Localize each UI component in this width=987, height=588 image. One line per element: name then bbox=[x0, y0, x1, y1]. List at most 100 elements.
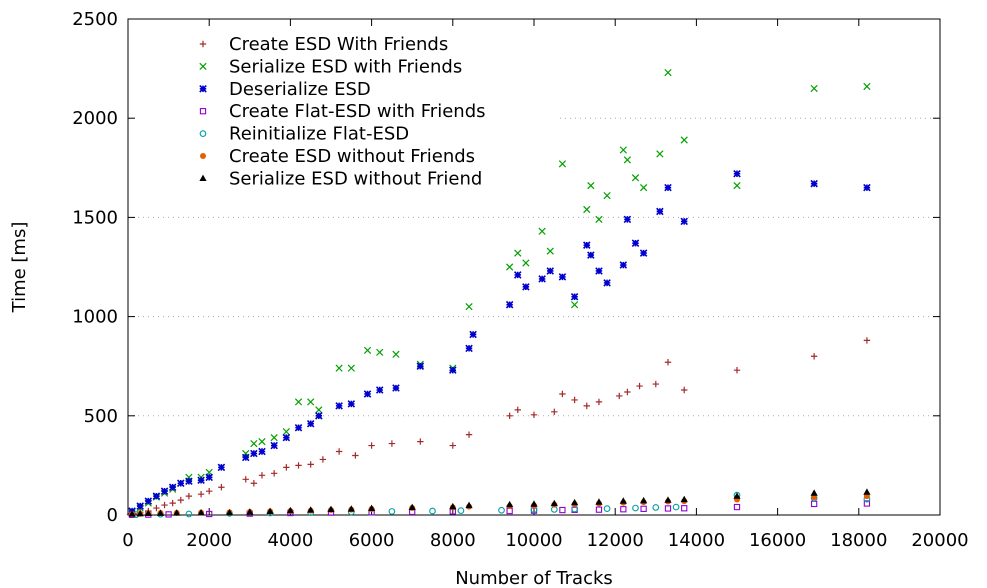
data-point bbox=[160, 487, 169, 495]
data-point bbox=[465, 501, 473, 509]
data-point bbox=[335, 402, 343, 410]
data-point bbox=[307, 506, 315, 513]
x-tick-label: 20000 bbox=[911, 530, 968, 551]
data-point bbox=[258, 472, 266, 479]
data-point bbox=[587, 251, 595, 259]
x-tick-label: 12000 bbox=[587, 530, 644, 551]
legend-item: Serialize ESD with Friends bbox=[199, 56, 462, 77]
data-point bbox=[733, 182, 741, 190]
data-point bbox=[603, 505, 611, 513]
data-point bbox=[197, 490, 205, 498]
data-point bbox=[505, 300, 514, 309]
data-point bbox=[639, 184, 648, 192]
data-point bbox=[583, 402, 590, 410]
data-point bbox=[153, 504, 160, 512]
data-point bbox=[242, 476, 249, 483]
legend-item: Create ESD without Friends bbox=[200, 146, 475, 167]
data-point bbox=[863, 500, 871, 507]
data-point bbox=[680, 136, 688, 144]
x-tick-label: 8000 bbox=[430, 530, 476, 551]
data-point bbox=[306, 419, 315, 428]
data-point bbox=[595, 506, 603, 513]
data-point bbox=[307, 461, 314, 468]
data-point bbox=[307, 398, 315, 406]
data-point bbox=[733, 503, 741, 511]
data-point bbox=[205, 473, 213, 482]
x-tick-label: 6000 bbox=[349, 530, 395, 551]
data-point bbox=[295, 462, 302, 469]
legend-item: Reinitialize Flat-ESD bbox=[199, 124, 409, 145]
data-point bbox=[335, 448, 343, 455]
data-point bbox=[640, 496, 648, 504]
data-point bbox=[270, 433, 278, 442]
data-point bbox=[282, 428, 290, 436]
legend-marker bbox=[199, 130, 207, 137]
data-point bbox=[571, 498, 579, 506]
data-point bbox=[570, 292, 579, 301]
data-point bbox=[347, 400, 356, 408]
series-7 bbox=[128, 488, 871, 517]
data-point bbox=[863, 82, 871, 91]
data-point bbox=[538, 227, 546, 235]
data-point bbox=[206, 510, 213, 518]
data-point bbox=[620, 506, 627, 513]
data-point bbox=[546, 267, 555, 275]
data-point bbox=[258, 447, 266, 456]
data-point bbox=[506, 507, 513, 515]
data-point bbox=[558, 160, 567, 168]
data-point bbox=[664, 183, 672, 192]
legend-label: Serialize ESD without Friend bbox=[229, 168, 482, 189]
x-tick-label: 18000 bbox=[830, 530, 887, 551]
data-point bbox=[375, 386, 384, 394]
data-point bbox=[636, 382, 643, 390]
data-point bbox=[863, 488, 871, 495]
data-point bbox=[810, 500, 818, 508]
data-points bbox=[126, 68, 871, 518]
data-point bbox=[506, 500, 514, 508]
data-point bbox=[185, 510, 193, 518]
x-tick-label: 4000 bbox=[267, 530, 313, 551]
legend-item: Deserialize ESD bbox=[199, 79, 371, 100]
y-tick-label: 1000 bbox=[72, 307, 118, 328]
data-point bbox=[315, 406, 323, 414]
data-point bbox=[571, 396, 578, 404]
legend-label: Create Flat-ESD with Friends bbox=[229, 101, 486, 122]
data-point bbox=[619, 146, 627, 154]
data-point bbox=[522, 283, 530, 291]
data-point bbox=[266, 507, 274, 515]
data-point bbox=[652, 380, 659, 388]
data-point bbox=[733, 366, 741, 374]
data-point bbox=[177, 479, 185, 488]
legend-marker bbox=[199, 85, 207, 93]
data-point bbox=[631, 239, 640, 247]
data-point bbox=[498, 506, 505, 514]
data-point bbox=[136, 510, 144, 517]
data-point bbox=[863, 337, 871, 344]
data-point bbox=[863, 183, 871, 192]
data-point bbox=[282, 433, 291, 442]
data-point bbox=[465, 431, 473, 438]
legend-item: Create Flat-ESD with Friends bbox=[199, 101, 486, 122]
data-point bbox=[416, 362, 425, 370]
data-point bbox=[286, 506, 294, 514]
data-point bbox=[368, 504, 376, 512]
data-point bbox=[347, 505, 355, 512]
data-point bbox=[128, 510, 136, 517]
legend-marker bbox=[200, 153, 206, 159]
y-tick-label: 2500 bbox=[72, 9, 118, 30]
data-point bbox=[681, 505, 688, 512]
data-point bbox=[335, 364, 343, 372]
legend-label: Create ESD With Friends bbox=[229, 34, 448, 55]
data-point bbox=[136, 502, 144, 510]
data-point bbox=[294, 423, 303, 432]
data-point bbox=[603, 191, 611, 200]
data-point bbox=[218, 484, 225, 491]
data-point bbox=[639, 249, 648, 257]
series-6 bbox=[129, 493, 870, 518]
series-5 bbox=[132, 491, 871, 518]
data-point bbox=[664, 68, 672, 77]
data-point bbox=[388, 440, 396, 447]
data-point bbox=[152, 492, 161, 500]
data-point bbox=[165, 511, 172, 518]
